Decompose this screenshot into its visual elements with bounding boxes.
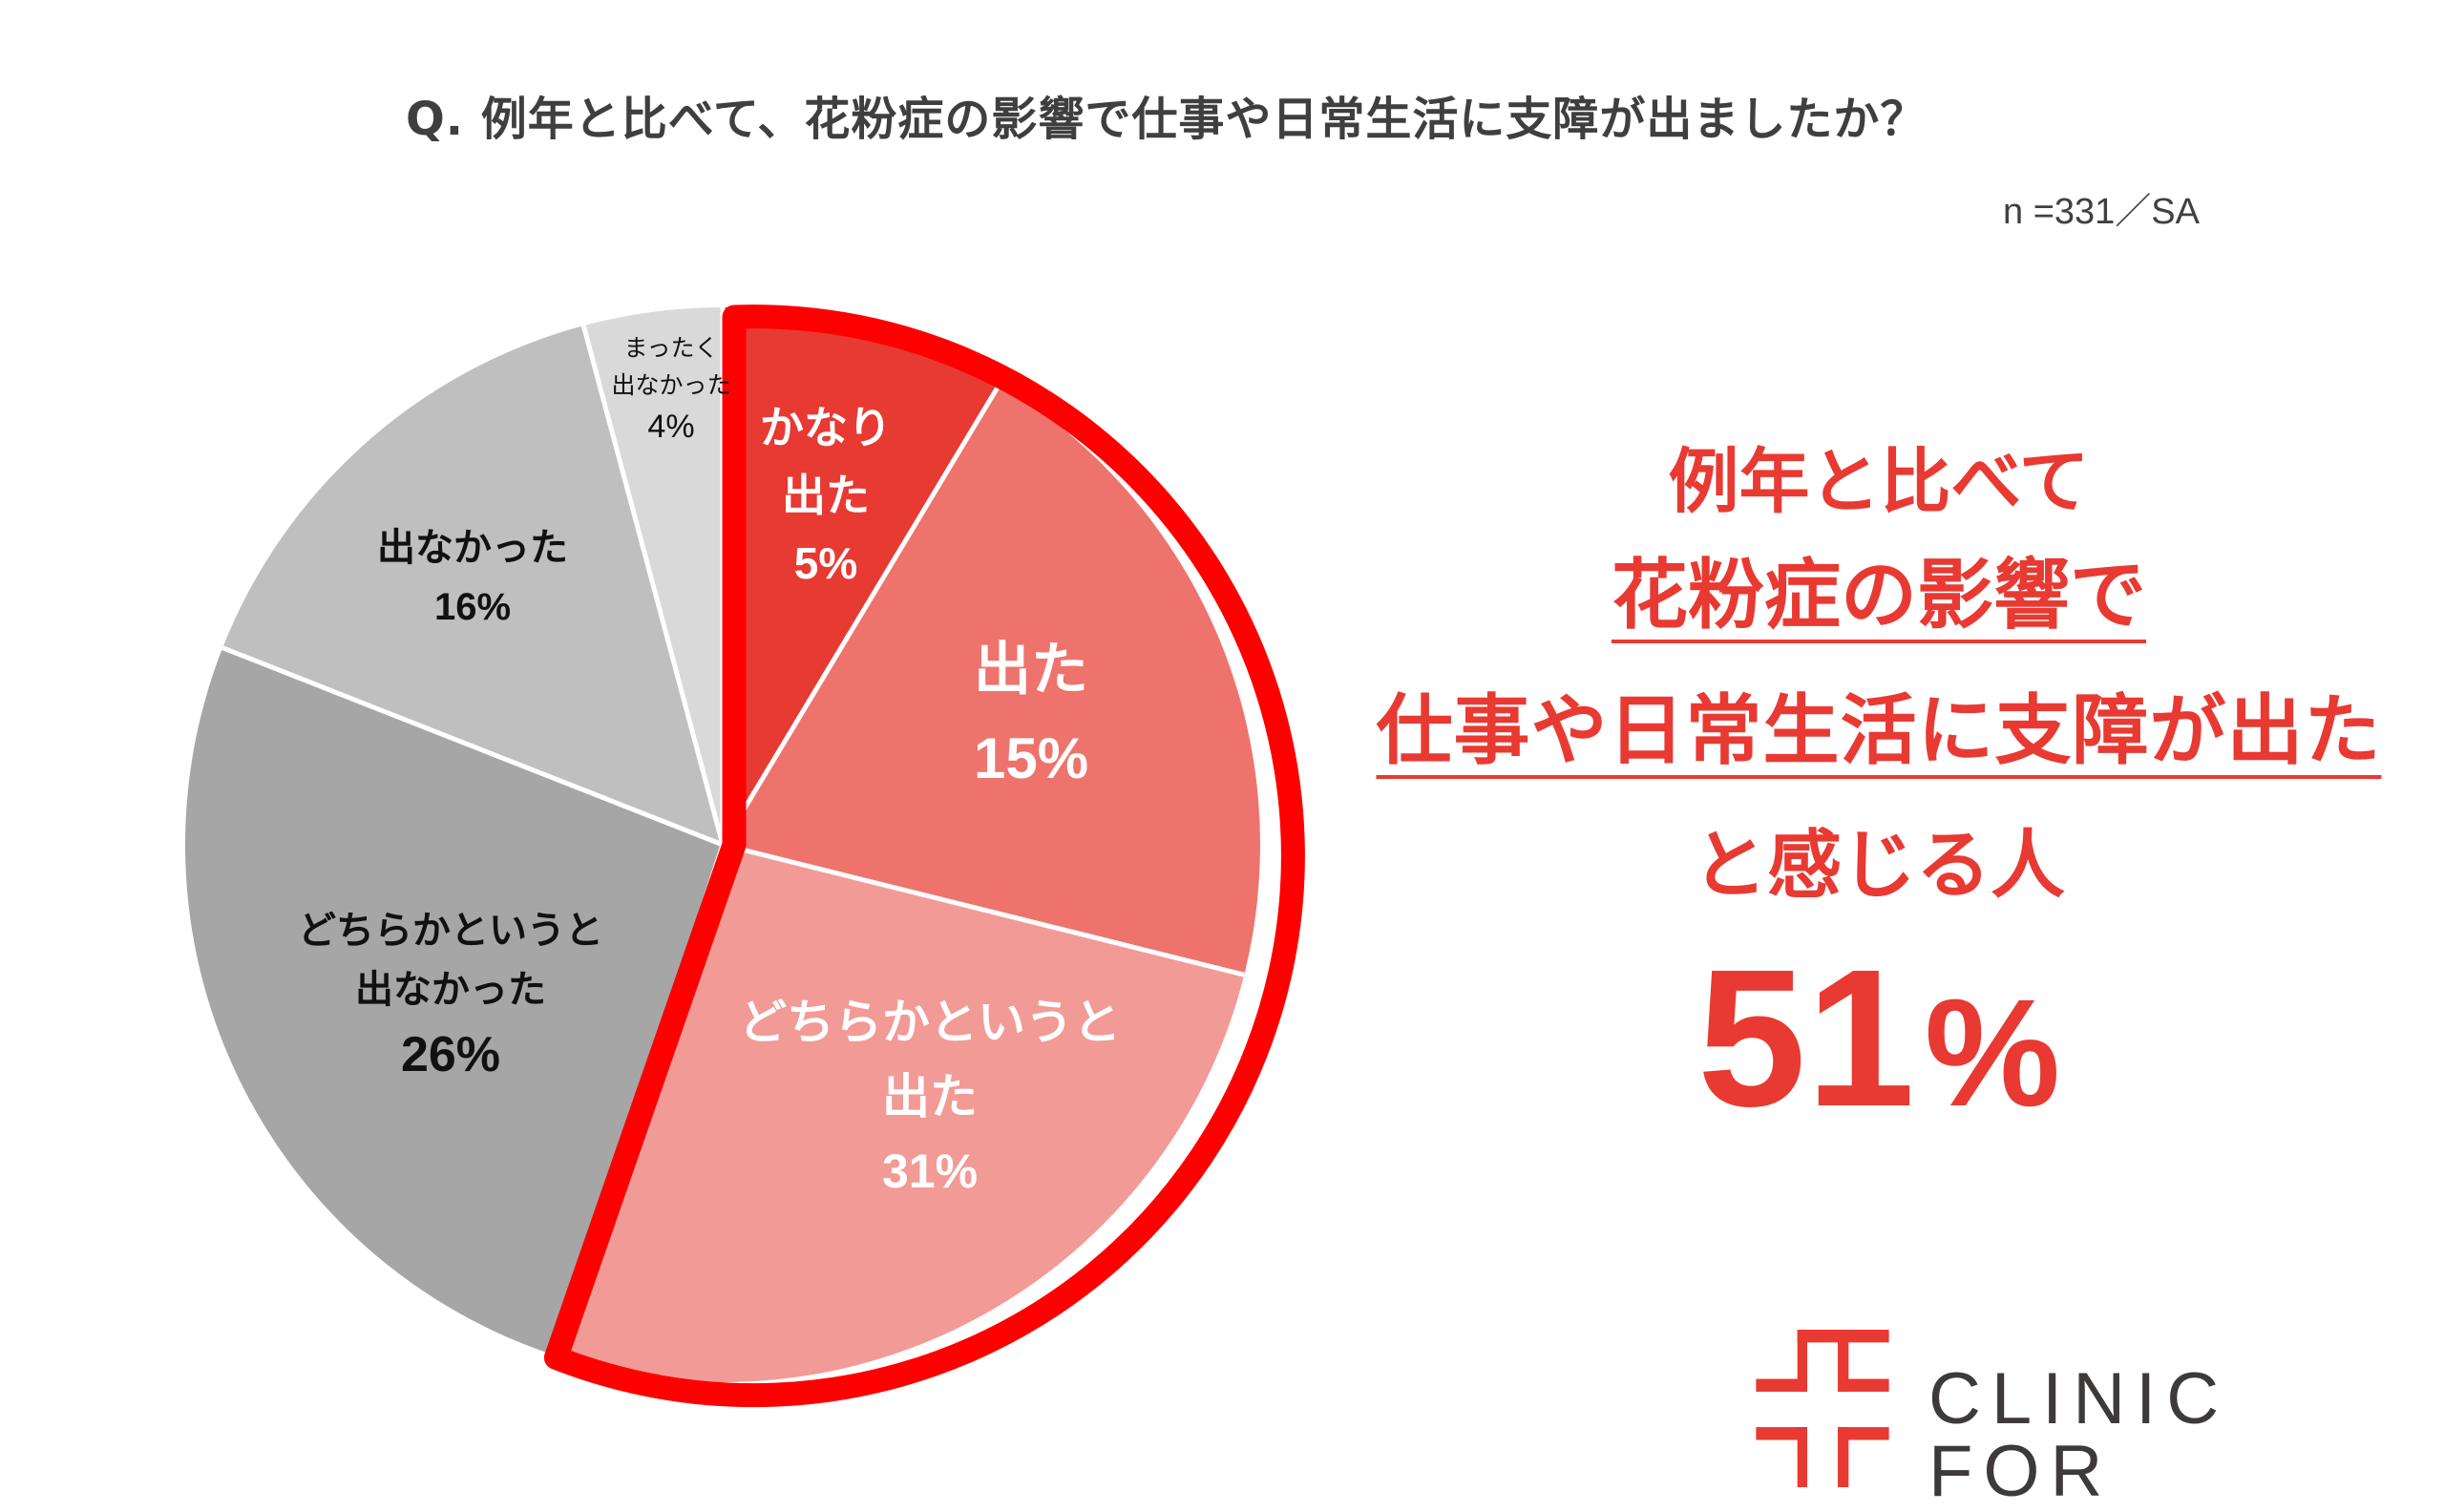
pie-slice [557,845,1245,1383]
slice-label: どちらかというと 出なかった 26% [298,912,603,1080]
slice-value: 16% [433,586,512,628]
slice-value: 5% [793,538,858,588]
slice-label: 出た 15% [974,641,1088,788]
slice-label: まったく出なかった 4% [611,336,730,443]
slice-label: かなり 出た 5% [760,406,892,585]
slice-value: 15% [973,726,1089,790]
slice-label-text: 出なかった [611,371,731,399]
slice-label-text: 出なかった [355,968,546,1012]
pie-slice [184,647,723,1356]
slice-label-text: 出た [882,1069,978,1124]
callout-line-1: 例年と比べて [1668,441,2090,523]
pie-slice [723,307,1000,845]
callout-line-3: 仕事や日常生活に支障が出た [1376,693,2382,779]
slice-separator [221,645,724,848]
slice-label-text: まったく [623,334,719,362]
highlight-number: 51 [1696,929,1915,1147]
pie-slices [184,307,1260,1383]
highlight-outline [543,304,1305,1408]
slice-label: 出なかった 16% [377,529,568,626]
slice-value: 26% [400,1027,501,1082]
slice-label-text: 出なかった [377,526,568,570]
slice-separator [720,383,1002,847]
slice-label-text: どちらかというと [739,995,1121,1050]
slice-value: 31% [881,1144,979,1198]
pie-slice [222,326,723,846]
brand-logo-text: CLINIC FOR [1928,1358,2230,1512]
slice-label: どちらかというと 出た 31% [739,998,1121,1195]
pie-slice [723,384,1260,976]
highlight-percent-sign: % [1924,967,2061,1138]
callout-line-2: 花粉症の影響で [1612,557,2146,643]
slice-separator [722,842,1245,977]
highlight-percentage: 51% [1697,940,2060,1136]
sample-size-note: n =331／SA [2003,192,2200,232]
slice-value: 4% [647,409,695,445]
chart-title: Q. 例年と比べて、花粉症の影響で仕事や日常生活に支障が出ましたか？ [406,93,1928,146]
callout-line-4: と感じる人 [1692,823,2066,909]
slice-label-text: 出た [974,637,1088,704]
slice-label-text: どちらかというと [298,909,603,953]
slice-separator [580,325,726,846]
slice-label-text: かなり [760,402,892,453]
clinic-for-cross-icon [1756,1330,1889,1487]
slice-label-text: 出た [782,470,870,521]
